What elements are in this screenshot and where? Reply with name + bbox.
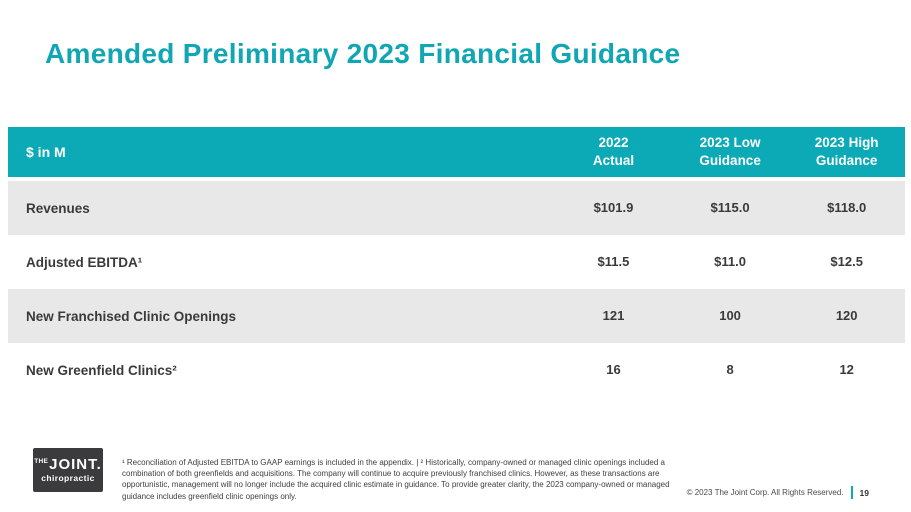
cell-value: $11.5 bbox=[597, 253, 630, 269]
cell-value: $118.0 bbox=[827, 199, 867, 215]
table-header-col-2023-high: 2023 High Guidance bbox=[788, 127, 905, 177]
table-header-col-2023-low: 2023 Low Guidance bbox=[672, 127, 789, 177]
table-row-revenues: Revenues $101.9 $115.0 $118.0 bbox=[8, 181, 905, 235]
page-number: 19 bbox=[859, 487, 869, 498]
cell-value: $101.9 bbox=[593, 199, 634, 215]
slide-title: Amended Preliminary 2023 Financial Guida… bbox=[45, 38, 681, 69]
header-col-line: 2022 bbox=[598, 135, 629, 151]
copyright-block: © 2023 The Joint Corp. All Rights Reserv… bbox=[687, 486, 869, 499]
cell-value: 8 bbox=[726, 361, 734, 377]
table-row-new-franchised-clinic-openings: New Franchised Clinic Openings 121 100 1… bbox=[8, 289, 905, 343]
cell-value: $11.0 bbox=[714, 253, 746, 269]
cell-value: 120 bbox=[835, 307, 858, 323]
copyright-text: © 2023 The Joint Corp. All Rights Reserv… bbox=[686, 488, 844, 497]
header-col-line: Guidance bbox=[699, 153, 761, 168]
cell-value: 16 bbox=[606, 361, 621, 377]
logo-tagline: chiropractic bbox=[41, 473, 95, 484]
cell-value: 100 bbox=[719, 307, 741, 323]
cell-value: 121 bbox=[602, 307, 625, 323]
cell-value: $12.5 bbox=[830, 253, 863, 269]
logo-the-text: THE bbox=[34, 458, 49, 466]
row-label: New Franchised Clinic Openings bbox=[26, 308, 237, 324]
row-label: Adjusted EBITDA¹ bbox=[26, 254, 143, 270]
table-header-col-2022-actual: 2022 Actual bbox=[555, 127, 672, 177]
header-col-line: 2023 High bbox=[814, 135, 879, 151]
table-row-new-greenfield-clinics: New Greenfield Clinics² 16 8 12 bbox=[8, 343, 905, 397]
header-col-line: 2023 Low bbox=[699, 135, 761, 151]
table-header-row: $ in M 2022 Actual 2023 Low Guidance 202… bbox=[8, 127, 905, 177]
cell-value: $115.0 bbox=[710, 199, 750, 215]
the-joint-chiropractic-logo: THE JOINT. chiropractic bbox=[33, 448, 103, 492]
header-col-line: Actual bbox=[592, 153, 635, 168]
footnote-text: ¹ Reconciliation of Adjusted EBITDA to G… bbox=[122, 458, 670, 501]
table-row-adjusted-ebitda: Adjusted EBITDA¹ $11.5 $11.0 $12.5 bbox=[8, 235, 905, 289]
header-col-line: Guidance bbox=[815, 153, 878, 168]
row-label: Revenues bbox=[26, 200, 90, 216]
logo-wordmark: THE JOINT. bbox=[34, 457, 102, 472]
table-header-units-label: $ in M bbox=[26, 144, 66, 160]
cell-value: 12 bbox=[839, 361, 854, 377]
page-number-divider bbox=[850, 486, 853, 499]
financial-guidance-table: $ in M 2022 Actual 2023 Low Guidance 202… bbox=[8, 127, 905, 397]
row-label: New Greenfield Clinics² bbox=[26, 362, 177, 378]
logo-joint-text: JOINT. bbox=[49, 456, 102, 474]
